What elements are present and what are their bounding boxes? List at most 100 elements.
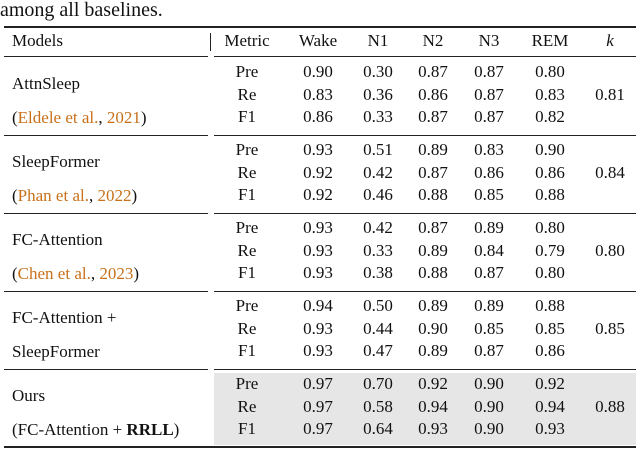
- score: 0.89: [474, 296, 504, 315]
- model-text: (: [12, 264, 18, 283]
- metric: Pre: [235, 62, 259, 81]
- model-text: ): [133, 264, 140, 283]
- score: 0.94: [303, 296, 333, 315]
- score: 0.42: [363, 218, 393, 237]
- rule: [210, 33, 211, 51]
- kappa: 0.84: [595, 162, 625, 182]
- header-cell: Models: [12, 31, 63, 50]
- score: 0.87: [418, 162, 448, 182]
- header-cell: N3: [478, 31, 500, 50]
- metric: F1: [238, 263, 256, 282]
- metric: Re: [237, 84, 257, 104]
- score: 0.38: [363, 263, 393, 282]
- score: 0.86: [474, 162, 504, 182]
- score: 0.83: [303, 84, 333, 104]
- score: 0.44: [363, 318, 393, 338]
- rule: [4, 291, 208, 292]
- score: 0.42: [363, 162, 393, 182]
- model-text: FC-Attention +: [12, 308, 117, 327]
- model-text: AttnSleep: [12, 74, 80, 93]
- score: 0.93: [418, 419, 448, 438]
- score: 0.89: [474, 218, 504, 237]
- model-name: (Eldele et al., 2021): [12, 108, 147, 128]
- score: 0.86: [418, 84, 448, 104]
- score: 0.50: [363, 296, 393, 315]
- score: 0.92: [303, 185, 333, 204]
- model-name: (Phan et al., 2022): [12, 186, 137, 206]
- citation-link[interactable]: 2022: [97, 186, 132, 205]
- model-name: FC-Attention +: [12, 308, 117, 328]
- header-cell: Wake: [298, 31, 338, 50]
- citation-link[interactable]: 2021: [106, 108, 141, 127]
- score: 0.58: [363, 396, 393, 416]
- score: 0.51: [363, 140, 393, 159]
- score: 0.47: [363, 341, 393, 360]
- rule: [4, 135, 208, 136]
- model-name: (Chen et al., 2023): [12, 264, 139, 284]
- score: 0.89: [418, 140, 448, 159]
- score: 0.85: [535, 318, 565, 338]
- citation-link[interactable]: Eldele et al.: [17, 108, 99, 127]
- score: 0.82: [535, 107, 565, 126]
- model-text: ): [140, 108, 147, 127]
- metric: F1: [238, 341, 256, 360]
- score: 0.93: [303, 218, 333, 237]
- model-name: SleepFormer: [12, 152, 100, 172]
- model-text: (: [12, 186, 18, 205]
- score: 0.36: [363, 84, 393, 104]
- rule: [4, 26, 636, 28]
- header-cell: N1: [367, 31, 389, 50]
- metric: Re: [237, 318, 257, 338]
- header-cell: REM: [531, 31, 569, 50]
- score: 0.88: [535, 296, 565, 315]
- score: 0.87: [418, 218, 448, 237]
- score: 0.97: [303, 374, 333, 393]
- model-text: RRLL: [126, 420, 174, 439]
- rule: [4, 56, 208, 57]
- score: 0.85: [474, 185, 504, 204]
- score: 0.93: [303, 263, 333, 282]
- score: 0.89: [418, 240, 448, 260]
- score: 0.93: [303, 341, 333, 360]
- citation-link[interactable]: 2023: [99, 264, 134, 283]
- score: 0.46: [363, 185, 393, 204]
- caption: among all baselines.: [0, 0, 163, 21]
- citation-link[interactable]: Phan et al.: [17, 186, 89, 205]
- score: 0.30: [363, 62, 393, 81]
- model-text: ,: [98, 108, 107, 127]
- score: 0.33: [363, 240, 393, 260]
- score: 0.87: [418, 62, 448, 81]
- score: 0.87: [474, 107, 504, 126]
- metric: F1: [238, 419, 256, 438]
- rule: [214, 291, 636, 292]
- score: 0.80: [535, 218, 565, 237]
- score: 0.87: [474, 341, 504, 360]
- score: 0.89: [418, 296, 448, 315]
- score: 0.93: [303, 318, 333, 338]
- score: 0.86: [303, 107, 333, 126]
- score: 0.90: [474, 419, 504, 438]
- score: 0.93: [303, 240, 333, 260]
- metric: Pre: [235, 140, 259, 159]
- highlight: [214, 373, 636, 445]
- citation-link[interactable]: Chen et al.: [17, 264, 91, 283]
- score: 0.97: [303, 396, 333, 416]
- kappa: 0.81: [595, 84, 625, 104]
- model-name: FC-Attention: [12, 230, 103, 250]
- score: 0.92: [418, 374, 448, 393]
- model-text: (FC-Attention +: [12, 420, 127, 439]
- score: 0.83: [535, 84, 565, 104]
- score: 0.93: [535, 419, 565, 438]
- model-name: AttnSleep: [12, 74, 80, 94]
- rule: [4, 369, 208, 370]
- rule: [214, 135, 636, 136]
- metric: Re: [237, 162, 257, 182]
- score: 0.89: [418, 341, 448, 360]
- model-text: ): [173, 420, 180, 439]
- score: 0.94: [418, 396, 448, 416]
- metric: Pre: [235, 296, 259, 315]
- model-text: FC-Attention: [12, 230, 103, 249]
- score: 0.79: [535, 240, 565, 260]
- score: 0.90: [418, 318, 448, 338]
